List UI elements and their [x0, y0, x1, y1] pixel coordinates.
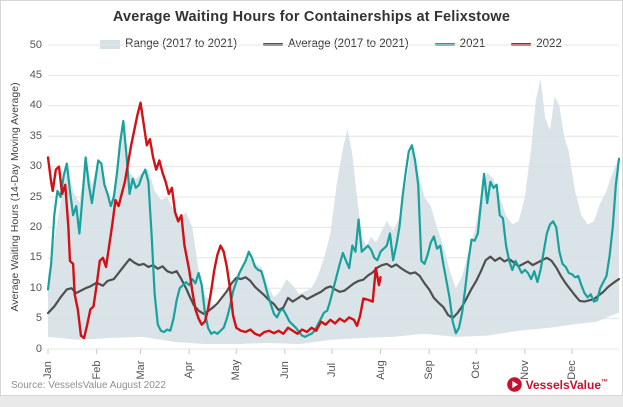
- y-tick-label-15: 15: [29, 251, 42, 264]
- chart-frame: Average Waiting Hours for Containerships…: [0, 0, 623, 396]
- x-tick-label-May: May: [230, 359, 243, 381]
- series-line-2022: [46, 101, 382, 340]
- legend: Range (2017 to 2021) Average (2017 to 202…: [61, 38, 601, 50]
- x-tick-label-Apr: Apr: [183, 361, 196, 379]
- x-tick-label-Jul: Jul: [325, 362, 338, 378]
- range-band: [48, 78, 619, 345]
- vesselsvalue-logo-icon: [506, 377, 522, 392]
- source-note: Source: VesselsValue August 2022: [11, 380, 166, 391]
- trademark-symbol: ™: [601, 378, 608, 386]
- y-tick-label-30: 30: [29, 160, 42, 173]
- plot-area: [46, 44, 621, 354]
- y-tick-label-35: 35: [29, 129, 42, 142]
- legend-item-average-2017-to-2021-: Average (2017 to 2021): [263, 38, 409, 50]
- y-tick-label-25: 25: [29, 190, 42, 203]
- plot-svg: [46, 44, 621, 354]
- legend-label: Average (2017 to 2021): [288, 38, 409, 50]
- y-tick-label-5: 5: [35, 312, 42, 325]
- y-tick-label-20: 20: [29, 220, 42, 233]
- y-tick-label-10: 10: [29, 281, 42, 294]
- x-tick-label-Sep: Sep: [423, 360, 436, 380]
- legend-line-swatch: [434, 42, 455, 46]
- y-tick-label-40: 40: [29, 99, 42, 112]
- legend-item-2021: 2021: [434, 38, 486, 50]
- legend-line-swatch: [263, 42, 284, 46]
- series-line-2021: [46, 119, 621, 338]
- x-tick-label-Aug: Aug: [374, 360, 387, 380]
- y-tick-label-0: 0: [35, 342, 42, 355]
- legend-label: 2022: [536, 38, 562, 50]
- legend-item-2022: 2022: [511, 38, 562, 50]
- y-tick-label-45: 45: [29, 68, 42, 81]
- legend-label: Range (2017 to 2021): [125, 38, 238, 50]
- y-tick-label-50: 50: [29, 38, 42, 51]
- vesselsvalue-logo: VesselsValue™: [506, 377, 608, 392]
- vesselsvalue-logo-text: VesselsValue™: [525, 377, 608, 392]
- chart-title: Average Waiting Hours for Containerships…: [112, 9, 511, 25]
- x-tick-label-Jun: Jun: [278, 361, 291, 379]
- legend-line-swatch: [511, 42, 532, 46]
- legend-label: 2021: [459, 38, 486, 50]
- legend-band-swatch: [100, 39, 121, 49]
- x-tick-label-Oct: Oct: [470, 361, 483, 379]
- legend-item-range-2017-to-2021-: Range (2017 to 2021): [100, 38, 237, 50]
